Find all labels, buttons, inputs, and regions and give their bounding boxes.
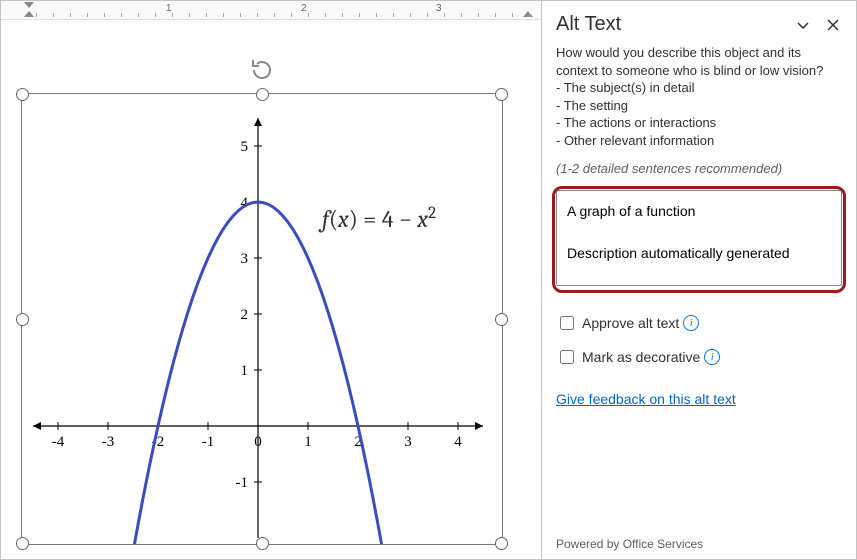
alt-text-panel: Alt Text How would you describe this obj…	[542, 1, 856, 559]
function-chart: -4-3-2-101234-112345	[22, 94, 502, 544]
panel-title: Alt Text	[556, 13, 782, 36]
svg-text:3: 3	[404, 434, 412, 450]
feedback-link[interactable]: Give feedback on this alt text	[556, 391, 842, 407]
instruction-bullet: - The setting	[556, 97, 842, 115]
svg-text:4: 4	[454, 434, 462, 450]
approve-label: Approve alt text	[582, 315, 679, 331]
selected-picture-frame[interactable]: -4-3-2-101234-112345 f(x) = 4 − x2	[21, 93, 503, 545]
instruction-bullet: - The subject(s) in detail	[556, 79, 842, 97]
svg-text:-4: -4	[52, 434, 65, 450]
approve-checkbox[interactable]	[560, 316, 574, 330]
instruction-text: How would you describe this object and i…	[556, 44, 842, 149]
recommendation-text: (1-2 detailed sentences recommended)	[556, 161, 842, 176]
approve-checkbox-row[interactable]: Approve alt text i	[556, 313, 842, 333]
ruler-number: 3	[436, 3, 442, 14]
svg-text:5: 5	[241, 139, 249, 155]
alt-text-input[interactable]	[556, 190, 842, 286]
powered-by-text: Powered by Office Services	[556, 527, 842, 551]
document-canvas[interactable]: 123 -4-3-2-101234-112345 f(x) = 4 − x2	[1, 1, 542, 559]
instruction-bullet: - The actions or interactions	[556, 114, 842, 132]
hanging-indent-marker[interactable]	[24, 11, 34, 17]
panel-header: Alt Text	[556, 13, 842, 36]
ruler-number: 2	[301, 3, 307, 14]
right-indent-marker[interactable]	[523, 11, 533, 17]
horizontal-ruler: 1 2 3	[1, 1, 541, 20]
collapse-icon[interactable]	[794, 16, 812, 34]
decorative-checkbox[interactable]	[560, 350, 574, 364]
rotate-handle-icon[interactable]	[250, 58, 274, 82]
decorative-label: Mark as decorative	[582, 349, 700, 365]
first-line-indent-marker[interactable]	[24, 2, 34, 8]
ruler-number: 1	[166, 3, 172, 14]
equation-label: f(x) = 4 − x2	[322, 204, 436, 233]
instruction-lead: How would you describe this object and i…	[556, 45, 823, 78]
svg-text:-1: -1	[236, 475, 249, 491]
app-window: 123 -4-3-2-101234-112345 f(x) = 4 − x2 A…	[0, 0, 857, 560]
svg-text:3: 3	[241, 251, 249, 267]
svg-text:-3: -3	[102, 434, 115, 450]
decorative-checkbox-row[interactable]: Mark as decorative i	[556, 347, 842, 367]
svg-text:-1: -1	[202, 434, 215, 450]
info-icon[interactable]: i	[683, 315, 699, 331]
instruction-bullet: - Other relevant information	[556, 132, 842, 150]
alt-text-input-wrap	[556, 190, 842, 289]
svg-text:0: 0	[254, 434, 262, 450]
close-icon[interactable]	[824, 16, 842, 34]
info-icon[interactable]: i	[704, 349, 720, 365]
svg-text:2: 2	[241, 307, 249, 323]
svg-text:1: 1	[241, 363, 249, 379]
svg-text:1: 1	[304, 434, 312, 450]
